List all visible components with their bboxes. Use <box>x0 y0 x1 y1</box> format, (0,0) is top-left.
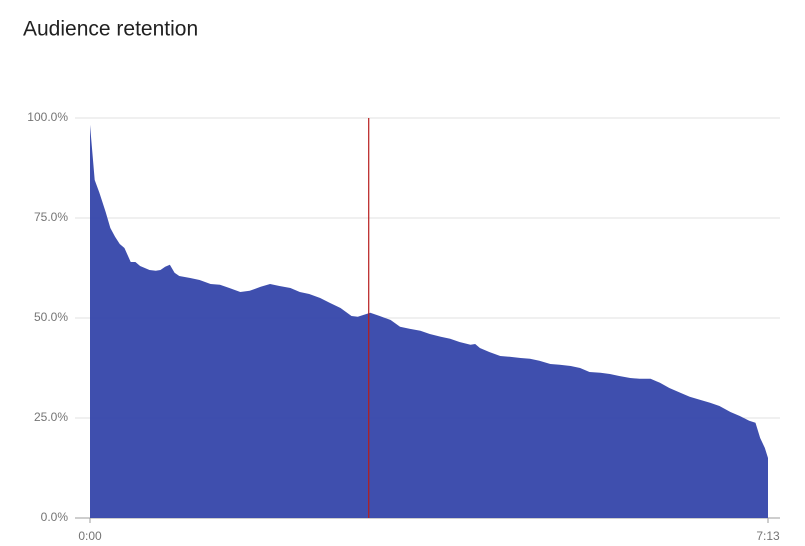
y-tick-label: 25.0% <box>34 410 68 424</box>
y-tick-label: 0.0% <box>41 510 69 524</box>
retention-area <box>90 124 768 519</box>
y-tick-label: 75.0% <box>34 210 68 224</box>
chart-title: Audience retention <box>23 18 198 41</box>
x-tick-label: 0:00 <box>78 529 102 543</box>
y-tick-label: 100.0% <box>27 110 68 124</box>
x-tick-label: 7:13 <box>756 529 780 543</box>
y-tick-label: 50.0% <box>34 310 68 324</box>
